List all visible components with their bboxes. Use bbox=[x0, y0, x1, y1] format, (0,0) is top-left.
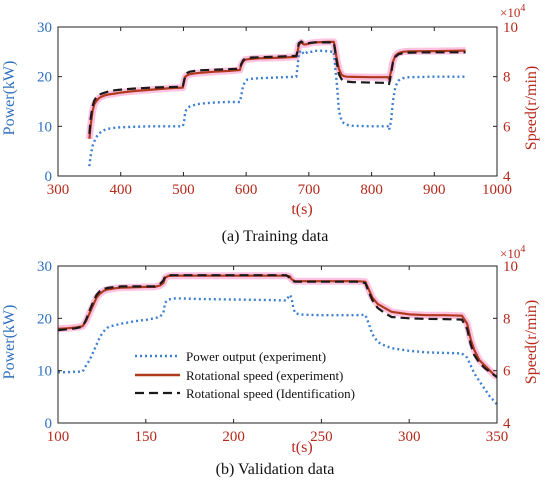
right-tick-label: 10 bbox=[503, 20, 518, 36]
x-tick-label: 300 bbox=[398, 429, 421, 445]
x-tick-label: 100 bbox=[47, 429, 70, 445]
legend-label-speed-exp: Rotational speed (experiment) bbox=[186, 368, 343, 383]
x-tick-label: 150 bbox=[135, 429, 158, 445]
left-tick-label: 30 bbox=[37, 259, 52, 275]
right-tick-label: 8 bbox=[503, 70, 511, 86]
panel-b-right-multiplier: ×104 bbox=[500, 244, 525, 261]
panel-a-left-ylabel: Power(kW) bbox=[1, 61, 18, 136]
series-line-speed-id bbox=[57, 274, 498, 379]
panel-b-right-ylabel: Speed(r/min) bbox=[523, 300, 540, 384]
left-tick-label: 20 bbox=[37, 70, 52, 86]
panel-a-right-multiplier: ×104 bbox=[500, 3, 525, 20]
panel-b-lines bbox=[57, 274, 498, 406]
panel-b-validation: 100 150 200 250 300 350 0 10 20 30 4 6 8 10 Power(k… bbox=[1, 244, 540, 478]
panel-a-caption: (a) Training data bbox=[222, 228, 329, 245]
panel-a-xlabel: t(s) bbox=[291, 201, 312, 218]
panel-a-right-ticks: 4 6 8 10 bbox=[493, 20, 518, 185]
series-line-speed-exp bbox=[88, 40, 466, 139]
left-tick-label: 10 bbox=[37, 364, 52, 380]
left-tick-label: 0 bbox=[45, 416, 53, 432]
x-tick-label: 400 bbox=[109, 182, 132, 198]
x-tick-label: 800 bbox=[360, 182, 383, 198]
panel-b-xlabel: t(s) bbox=[291, 439, 312, 456]
left-tick-label: 30 bbox=[37, 20, 52, 36]
x-tick-label: 1000 bbox=[482, 182, 512, 198]
legend-label-speed-id: Rotational speed (Identification) bbox=[186, 386, 355, 401]
right-tick-label: 6 bbox=[503, 364, 511, 380]
x-tick-label: 900 bbox=[423, 182, 446, 198]
left-tick-label: 10 bbox=[37, 119, 52, 135]
right-tick-label: 4 bbox=[503, 169, 511, 185]
right-tick-label: 10 bbox=[503, 259, 518, 275]
legend-label-power: Power output (experiment) bbox=[186, 349, 326, 364]
x-tick-label: 200 bbox=[222, 429, 245, 445]
right-tick-label: 8 bbox=[503, 311, 511, 327]
panel-b-left-ylabel: Power(kW) bbox=[1, 305, 18, 380]
series-line-power bbox=[58, 293, 498, 406]
panel-b-caption: (b) Validation data bbox=[216, 461, 335, 478]
x-tick-label: 350 bbox=[486, 429, 509, 445]
panel-a-x-ticks: 300 400 500 600 700 800 900 1000 bbox=[47, 27, 512, 198]
panel-b-axes-frame bbox=[57, 265, 498, 424]
panel-a-lines bbox=[88, 40, 466, 167]
right-tick-label: 4 bbox=[503, 416, 511, 432]
right-tick-label: 6 bbox=[503, 119, 511, 135]
series-line-power bbox=[88, 49, 466, 167]
panel-b-right-ticks: 4 6 8 10 bbox=[493, 259, 518, 432]
x-tick-label: 600 bbox=[235, 182, 258, 198]
panel-a-axes-frame bbox=[57, 26, 498, 177]
panel-a-left-ticks: 0 10 20 30 bbox=[37, 20, 62, 185]
panel-a-right-ylabel: Speed(r/min) bbox=[523, 66, 540, 150]
x-tick-label: 700 bbox=[298, 182, 321, 198]
panel-b-x-ticks: 100 150 200 250 300 350 bbox=[47, 266, 509, 445]
left-tick-label: 0 bbox=[45, 169, 53, 185]
panel-b-legend: Power output (experiment) Rotational spe… bbox=[135, 349, 355, 401]
panel-b-left-ticks: 0 10 20 30 bbox=[37, 259, 62, 432]
series-line-speed-id bbox=[88, 40, 466, 134]
left-tick-label: 20 bbox=[37, 311, 52, 327]
x-tick-label: 300 bbox=[47, 182, 70, 198]
x-tick-label: 500 bbox=[172, 182, 195, 198]
x-tick-label: 250 bbox=[310, 429, 333, 445]
